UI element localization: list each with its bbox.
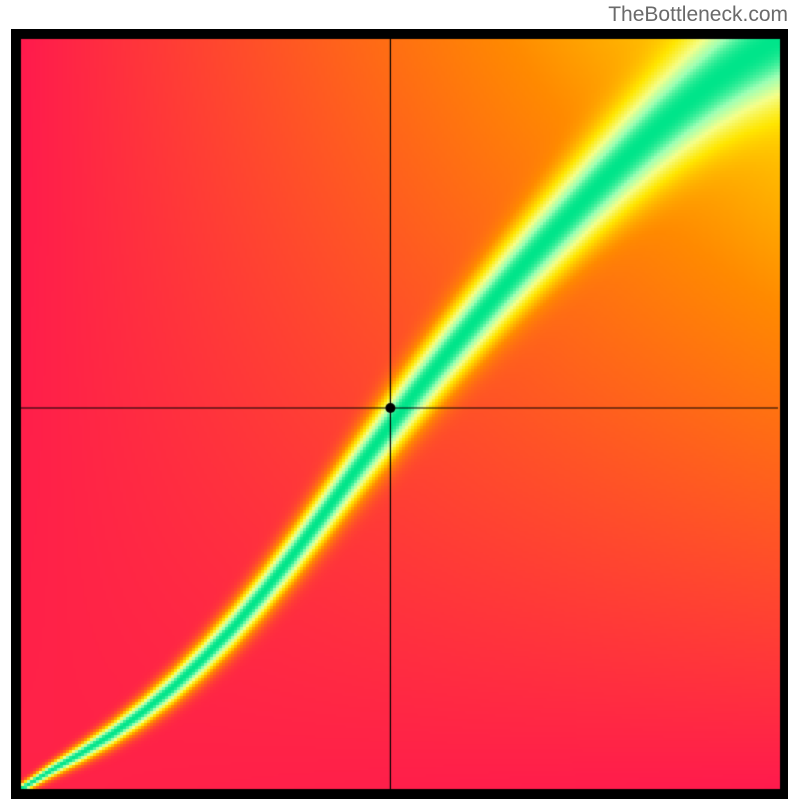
heatmap-canvas [11,29,788,799]
chart-container: TheBottleneck.com [0,0,800,800]
watermark-text: TheBottleneck.com [608,3,788,27]
heatmap-plot [11,29,788,799]
